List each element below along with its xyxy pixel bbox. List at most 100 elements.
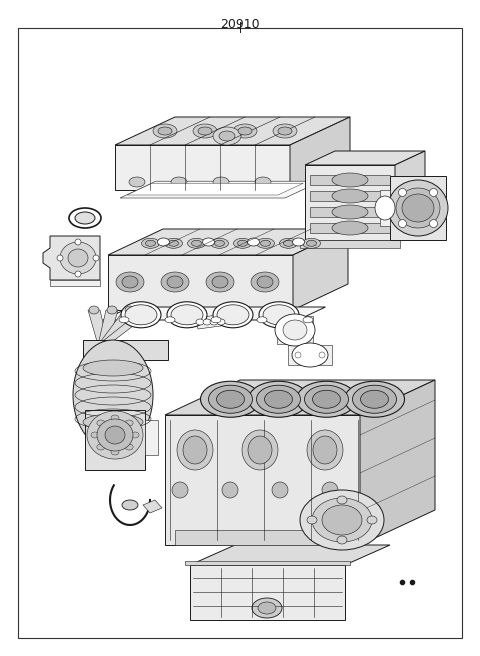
Ellipse shape (193, 124, 217, 138)
Ellipse shape (125, 305, 157, 325)
Ellipse shape (145, 240, 156, 246)
Ellipse shape (398, 220, 407, 228)
Polygon shape (103, 307, 325, 320)
Polygon shape (190, 545, 390, 565)
Ellipse shape (97, 444, 105, 450)
Ellipse shape (183, 436, 207, 464)
Ellipse shape (272, 482, 288, 498)
Polygon shape (300, 240, 400, 248)
Polygon shape (83, 340, 168, 360)
Ellipse shape (121, 302, 161, 328)
Polygon shape (98, 310, 154, 345)
Ellipse shape (249, 381, 309, 417)
Polygon shape (305, 151, 425, 165)
Ellipse shape (430, 188, 438, 196)
Ellipse shape (279, 238, 298, 249)
Polygon shape (98, 310, 136, 345)
Ellipse shape (292, 343, 328, 367)
Ellipse shape (255, 177, 271, 187)
Polygon shape (143, 500, 162, 513)
Ellipse shape (313, 436, 337, 464)
Ellipse shape (125, 444, 133, 450)
Ellipse shape (322, 505, 362, 535)
Ellipse shape (233, 238, 252, 249)
Ellipse shape (213, 127, 241, 145)
Ellipse shape (177, 430, 213, 470)
Ellipse shape (165, 238, 182, 249)
Ellipse shape (352, 385, 396, 413)
Bar (310, 207, 390, 217)
Polygon shape (50, 280, 100, 286)
Ellipse shape (233, 124, 257, 138)
Bar (310, 191, 390, 201)
Polygon shape (290, 117, 350, 190)
Ellipse shape (165, 317, 175, 323)
Ellipse shape (278, 127, 292, 135)
Polygon shape (115, 145, 290, 190)
Ellipse shape (192, 240, 202, 246)
Ellipse shape (292, 238, 304, 246)
Ellipse shape (119, 317, 129, 323)
Ellipse shape (208, 385, 252, 413)
Ellipse shape (283, 320, 307, 340)
Ellipse shape (332, 173, 368, 187)
Ellipse shape (256, 238, 275, 249)
Ellipse shape (402, 194, 434, 222)
Text: 20910: 20910 (220, 18, 260, 31)
Ellipse shape (217, 319, 225, 325)
Ellipse shape (213, 177, 229, 187)
Ellipse shape (261, 240, 271, 246)
Ellipse shape (238, 240, 248, 246)
Ellipse shape (360, 390, 388, 408)
Ellipse shape (167, 276, 183, 288)
Ellipse shape (332, 205, 368, 219)
Ellipse shape (295, 352, 301, 358)
Ellipse shape (307, 240, 316, 246)
Ellipse shape (284, 240, 293, 246)
Ellipse shape (167, 302, 207, 328)
Ellipse shape (75, 271, 81, 277)
Ellipse shape (111, 415, 119, 421)
Ellipse shape (430, 220, 438, 228)
Ellipse shape (168, 240, 179, 246)
Ellipse shape (198, 127, 212, 135)
Ellipse shape (122, 500, 138, 510)
Ellipse shape (304, 385, 348, 413)
Ellipse shape (172, 482, 188, 498)
Ellipse shape (307, 430, 343, 470)
Ellipse shape (256, 385, 300, 413)
Ellipse shape (210, 319, 218, 325)
Ellipse shape (242, 430, 278, 470)
Ellipse shape (258, 602, 276, 614)
Ellipse shape (396, 188, 440, 228)
Ellipse shape (307, 516, 317, 524)
Ellipse shape (212, 276, 228, 288)
Ellipse shape (196, 319, 204, 325)
Ellipse shape (312, 390, 340, 408)
Ellipse shape (89, 306, 99, 314)
Ellipse shape (217, 305, 249, 325)
Ellipse shape (345, 381, 405, 417)
Ellipse shape (211, 317, 221, 323)
Polygon shape (390, 176, 446, 240)
Ellipse shape (337, 536, 347, 544)
Ellipse shape (252, 598, 282, 618)
Ellipse shape (60, 242, 96, 274)
Ellipse shape (216, 390, 244, 408)
Ellipse shape (97, 419, 133, 451)
Ellipse shape (303, 317, 313, 323)
Ellipse shape (275, 314, 315, 346)
Polygon shape (108, 229, 348, 255)
Ellipse shape (264, 390, 292, 408)
Ellipse shape (302, 238, 321, 249)
Ellipse shape (332, 221, 368, 235)
Polygon shape (165, 415, 360, 545)
Ellipse shape (248, 436, 272, 464)
Ellipse shape (153, 124, 177, 138)
Ellipse shape (259, 302, 299, 328)
Ellipse shape (157, 238, 169, 246)
Ellipse shape (211, 238, 228, 249)
Bar (310, 175, 390, 185)
Ellipse shape (201, 381, 261, 417)
Ellipse shape (203, 238, 215, 246)
